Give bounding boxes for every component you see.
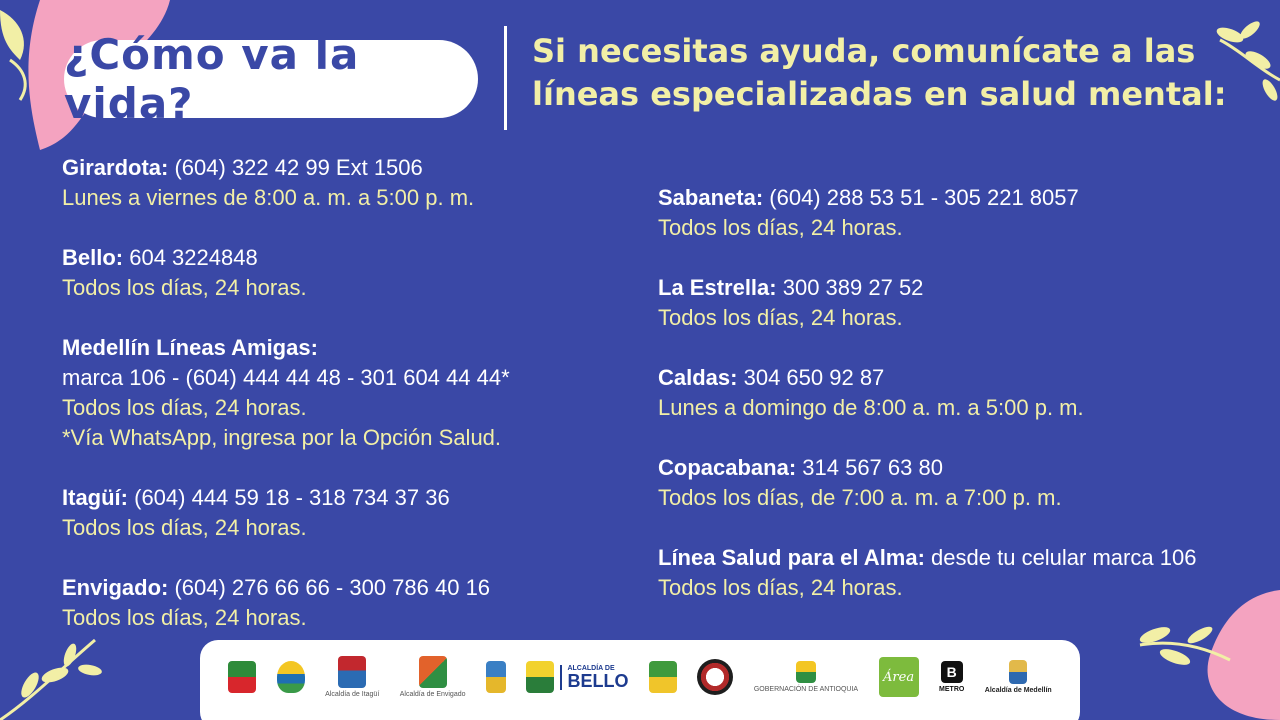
contact-name: Envigado: xyxy=(62,575,169,600)
yellow-leaf-bottom-left-decoration xyxy=(0,638,102,720)
contact-name: Medellín Líneas Amigas: xyxy=(62,335,318,360)
bello-label-top: ALCALDÍA DE xyxy=(567,664,615,672)
antioquia-logo: GOBERNACIÓN DE ANTIOQUIA xyxy=(754,661,858,693)
contact-phone: (604) 288 53 51 - 305 221 8057 xyxy=(763,185,1079,210)
page-title: ¿Cómo va la vida? xyxy=(64,30,360,128)
contact-name: Línea Salud para el Alma: xyxy=(658,545,925,570)
itagui-shield-icon xyxy=(338,656,367,688)
sabaneta-logo xyxy=(648,661,677,693)
contact-caldas: Caldas: 304 650 92 87 Lunes a domingo de… xyxy=(658,363,1278,423)
medellin-label: Alcaldía de Medellín xyxy=(984,687,1052,694)
area-metropolitana-logo: Área xyxy=(878,657,919,697)
medellin-logo: Alcaldía de Medellín xyxy=(985,660,1052,694)
yellow-leaf-top-right-decoration xyxy=(1216,21,1280,101)
bello-label: BELLO xyxy=(567,670,629,691)
area-leaf-icon: Área xyxy=(878,657,919,697)
antioquia-shield-icon xyxy=(795,661,816,683)
caldas-seal-icon xyxy=(697,659,734,695)
contact-name: Caldas: xyxy=(658,365,738,390)
contact-hours: Todos los días, 24 horas. xyxy=(658,305,903,330)
contact-copacabana: Copacabana: 314 567 63 80 Todos los días… xyxy=(658,453,1278,513)
area-label: Área xyxy=(883,669,915,685)
sponsor-logo-bar: Alcaldía de Itagüí Alcaldía de Envigado … xyxy=(200,640,1080,720)
contact-hours: Todos los días, 24 horas. xyxy=(62,275,307,300)
right-contact-column: Sabaneta: (604) 288 53 51 - 305 221 8057… xyxy=(658,183,1278,633)
header-divider xyxy=(504,26,507,130)
contact-hours: Todos los días, 24 horas. xyxy=(62,395,307,420)
bello-logo: ALCALDÍA DE BELLO xyxy=(526,661,628,693)
contact-la-estrella: La Estrella: 300 389 27 52 Todos los día… xyxy=(658,273,1278,333)
medellin-shield-icon xyxy=(1009,660,1028,684)
contact-itagui: Itagüí: (604) 444 59 18 - 318 734 37 36 … xyxy=(62,483,622,543)
contact-phone: (604) 444 59 18 - 318 734 37 36 xyxy=(128,485,450,510)
contact-phone: desde tu celular marca 106 xyxy=(924,545,1197,570)
bello-shield-icon xyxy=(526,661,555,693)
metro-label: METRO xyxy=(939,686,965,693)
contact-hours: Todos los días, 24 horas. xyxy=(62,515,307,540)
envigado-logo: Alcaldía de Envigado xyxy=(400,656,466,698)
la-estrella-logo xyxy=(485,661,506,693)
headline-line-1: Si necesitas ayuda, comunícate a las xyxy=(532,32,1196,70)
contact-phone: 314 567 63 80 xyxy=(796,455,943,480)
sabaneta-shield-icon xyxy=(648,661,677,693)
headline: Si necesitas ayuda, comunícate a las lín… xyxy=(532,30,1252,116)
contact-hours: Todos los días, 24 horas. xyxy=(658,215,903,240)
metro-logo: B METRO xyxy=(939,661,964,693)
contact-medellin-lineas-amigas: Medellín Líneas Amigas: marca 106 - (604… xyxy=(62,333,622,453)
headline-line-2: líneas especializadas en salud mental: xyxy=(532,75,1227,113)
caldas-logo xyxy=(697,659,734,695)
title-badge: ¿Cómo va la vida? xyxy=(64,30,478,128)
copacabana-logo xyxy=(276,661,305,693)
contact-hours: Lunes a domingo de 8:00 a. m. a 5:00 p. … xyxy=(658,395,1084,420)
contact-phone: 300 389 27 52 xyxy=(776,275,924,300)
contact-phone: (604) 322 42 99 Ext 1506 xyxy=(168,155,423,180)
contact-hours: Todos los días, 24 horas. xyxy=(658,575,903,600)
contact-name: Sabaneta: xyxy=(658,185,764,210)
metro-b-icon: B xyxy=(940,661,963,683)
itagui-label: Alcaldía de Itagüí xyxy=(325,691,380,698)
contact-sabaneta: Sabaneta: (604) 288 53 51 - 305 221 8057… xyxy=(658,183,1278,243)
contact-hours: Lunes a viernes de 8:00 a. m. a 5:00 p. … xyxy=(62,185,475,210)
envigado-shield-icon xyxy=(418,656,447,688)
itagui-logo: Alcaldía de Itagüí xyxy=(325,656,379,698)
contact-note: *Vía WhatsApp, ingresa por la Opción Sal… xyxy=(62,425,502,450)
contact-name: La Estrella: xyxy=(658,275,777,300)
antioquia-label: GOBERNACIÓN DE ANTIOQUIA xyxy=(753,686,859,693)
contact-name: Itagüí: xyxy=(62,485,128,510)
copacabana-shield-icon xyxy=(276,661,305,693)
contact-girardota: Girardota: (604) 322 42 99 Ext 1506 Lune… xyxy=(62,153,622,213)
la-estrella-shield-icon xyxy=(485,661,506,693)
contact-salud-para-el-alma: Línea Salud para el Alma: desde tu celul… xyxy=(658,543,1278,603)
left-contact-column: Girardota: (604) 322 42 99 Ext 1506 Lune… xyxy=(62,153,622,663)
contact-phone: (604) 276 66 66 - 300 786 40 16 xyxy=(168,575,491,600)
girardota-logo xyxy=(228,661,257,693)
envigado-label: Alcaldía de Envigado xyxy=(399,691,466,698)
contact-hours: Todos los días, de 7:00 a. m. a 7:00 p. … xyxy=(658,485,1062,510)
contact-name: Bello: xyxy=(62,245,124,270)
contact-bello: Bello: 604 3224848 Todos los días, 24 ho… xyxy=(62,243,622,303)
contact-phone: marca 106 - (604) 444 44 48 - 301 604 44… xyxy=(62,365,510,390)
contact-name: Copacabana: xyxy=(658,455,797,480)
contact-envigado: Envigado: (604) 276 66 66 - 300 786 40 1… xyxy=(62,573,622,633)
contact-name: Girardota: xyxy=(62,155,169,180)
girardota-shield-icon xyxy=(228,661,257,693)
contact-phone: 304 650 92 87 xyxy=(737,365,885,390)
pink-leaf-bottom-right-decoration xyxy=(1139,590,1280,720)
contact-hours: Todos los días, 24 horas. xyxy=(62,605,307,630)
contact-phone: 604 3224848 xyxy=(123,245,258,270)
